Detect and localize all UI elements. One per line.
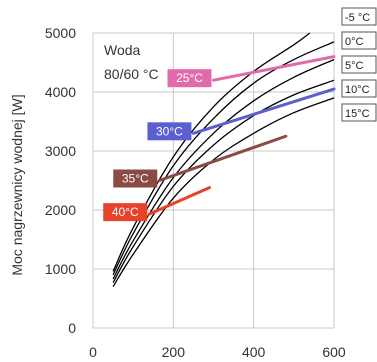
supply-tag-label: 40°C xyxy=(112,205,139,219)
legend-box xyxy=(341,55,377,74)
series-line xyxy=(112,79,335,283)
legend-label: 5°C xyxy=(345,60,364,72)
legend-label: 15°C xyxy=(345,108,370,120)
legend-box xyxy=(341,31,377,50)
supply-tag-box xyxy=(167,69,212,88)
series-line xyxy=(112,41,335,276)
x-tick-label: 0 xyxy=(89,344,97,360)
y-tick-label: 0 xyxy=(68,320,76,336)
legend-box xyxy=(341,7,377,26)
supply-tag-label: 30°C xyxy=(156,124,183,138)
series-line xyxy=(112,97,335,288)
annotation-line-2: 80/60 °C xyxy=(104,66,159,82)
y-tick-label: 4000 xyxy=(45,84,76,100)
y-tick-label: 1000 xyxy=(45,261,76,277)
y-axis-label: Moc nagrzewnicy wodnej [W] xyxy=(9,94,25,275)
supply-line xyxy=(157,134,288,182)
y-tick-label: 3000 xyxy=(45,143,76,159)
series-line xyxy=(112,59,335,280)
supply-lines xyxy=(147,55,336,216)
legend-box xyxy=(341,79,377,98)
supply-tag-box xyxy=(113,169,158,188)
y-tick-label: 2000 xyxy=(45,202,76,218)
supply-tag-box xyxy=(103,203,148,222)
supply-tags: 25°C 30°C 35°C 40°C xyxy=(103,69,212,222)
supply-tag-label: 35°C xyxy=(122,172,149,186)
x-tick-label: 400 xyxy=(242,344,266,360)
annotation-line-1: Woda xyxy=(104,42,141,58)
supply-line xyxy=(191,87,336,135)
supply-tag-label: 25°C xyxy=(176,71,203,85)
axes: 0 1000 2000 3000 4000 5000 0 200 400 600 xyxy=(45,25,346,360)
legend-label: 10°C xyxy=(345,84,370,96)
x-tick-label: 600 xyxy=(322,344,346,360)
legend: -5 °C 0°C 5°C 10°C 15°C xyxy=(341,7,377,122)
supply-line xyxy=(147,186,211,216)
series-line xyxy=(112,32,311,272)
legend-label: -5 °C xyxy=(345,12,370,24)
legend-box xyxy=(341,103,377,122)
supply-line xyxy=(212,55,336,82)
legend-label: 0°C xyxy=(345,36,364,48)
y-tick-label: 5000 xyxy=(45,25,76,41)
x-tick-label: 200 xyxy=(162,344,186,360)
series-lines xyxy=(112,32,335,288)
supply-tag-box xyxy=(147,122,192,141)
